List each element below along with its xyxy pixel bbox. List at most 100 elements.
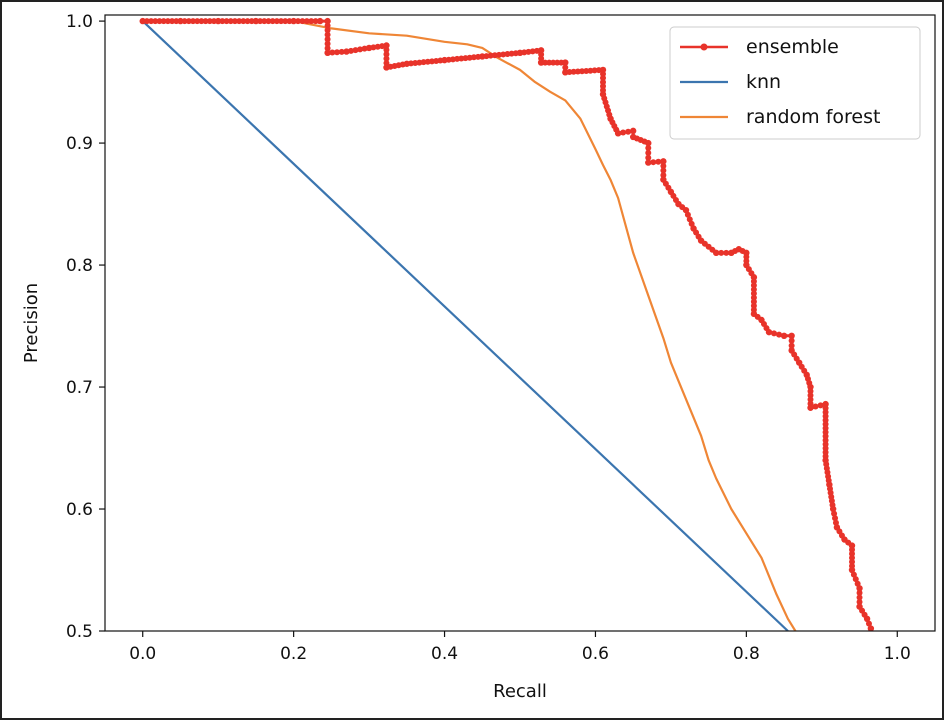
series-marker-ensemble: [645, 154, 652, 161]
series-marker-ensemble: [812, 403, 819, 410]
series-marker-ensemble: [776, 331, 783, 338]
series-marker-ensemble: [194, 18, 201, 25]
series-marker-ensemble: [334, 49, 341, 56]
series-marker-ensemble: [278, 18, 285, 25]
series-marker-ensemble: [645, 144, 652, 151]
x-axis-label: Recall: [493, 681, 547, 702]
series-marker-ensemble: [655, 158, 662, 165]
y-tick-label: 1.0: [66, 12, 93, 32]
series-marker-ensemble: [338, 48, 345, 55]
series-marker-ensemble: [856, 594, 863, 601]
series-marker-ensemble: [236, 18, 243, 25]
series-marker-ensemble: [660, 167, 667, 174]
series-marker-ensemble: [282, 18, 289, 25]
series-marker-ensemble: [850, 571, 857, 578]
series-point-ensemble: [252, 17, 260, 25]
series-point-ensemble: [807, 383, 814, 391]
series-marker-ensemble: [185, 18, 192, 25]
series-marker-ensemble: [160, 18, 167, 25]
series-point-ensemble: [660, 158, 667, 165]
series-marker-ensemble: [257, 18, 264, 25]
series-marker-ensemble: [324, 45, 331, 52]
series-marker-ensemble: [219, 18, 226, 25]
series-marker-ensemble: [324, 27, 331, 34]
series-point-ensemble: [316, 17, 324, 25]
series-marker-ensemble: [788, 342, 795, 349]
series-point-ensemble: [829, 505, 837, 513]
series-marker-ensemble: [686, 216, 693, 223]
series-marker-ensemble: [324, 31, 331, 38]
series-marker-ensemble: [660, 172, 667, 179]
series-marker-ensemble: [807, 392, 814, 399]
series-marker-ensemble: [562, 64, 569, 71]
series-point-ensemble: [139, 17, 146, 25]
series-random-forest: [142, 20, 797, 631]
series-marker-ensemble: [273, 18, 280, 25]
series-marker-ensemble: [202, 18, 209, 25]
x-tick-label: 0.0: [129, 644, 156, 664]
series-point-ensemble: [780, 332, 788, 340]
series-marker-ensemble: [156, 18, 163, 25]
series-line-knn: [141, 20, 789, 631]
legend: ensemble knn random forest: [669, 26, 921, 140]
legend-box: [669, 26, 921, 140]
series-point-ensemble: [214, 17, 222, 25]
series-marker-ensemble: [807, 388, 814, 395]
series-marker-ensemble: [227, 18, 234, 25]
series-marker-ensemble: [261, 18, 268, 25]
y-tick-label: 0.6: [66, 500, 93, 520]
series-marker-ensemble: [329, 49, 336, 56]
series-marker-ensemble: [206, 18, 213, 25]
series-marker-ensemble: [347, 47, 354, 54]
legend-item-ensemble: ensemble: [680, 36, 839, 58]
series-point-ensemble: [177, 17, 184, 25]
x-tick-label: 0.6: [582, 644, 609, 664]
series-marker-ensemble: [817, 402, 824, 409]
series-marker-ensemble: [143, 18, 150, 25]
series-point-ensemble: [645, 139, 652, 147]
series-marker-ensemble: [357, 46, 364, 53]
series-marker-ensemble: [312, 18, 319, 25]
series-marker-ensemble: [807, 396, 814, 403]
series-point-ensemble: [343, 48, 350, 55]
legend-item-random-forest: random forest: [680, 106, 880, 128]
series-point-ensemble: [856, 585, 863, 592]
x-tick-label: 0.4: [431, 644, 458, 664]
series-point-ensemble: [867, 625, 875, 631]
legend-item-knn: knn: [680, 71, 781, 93]
series-marker-ensemble: [383, 51, 390, 58]
axes-frame: [104, 14, 936, 632]
y-tick-label: 0.5: [66, 622, 93, 642]
series-marker-ensemble: [324, 22, 331, 29]
series-marker-ensemble: [645, 149, 652, 156]
series-marker-ensemble: [660, 162, 667, 169]
series-marker-ensemble: [169, 18, 176, 25]
series-marker-ensemble: [383, 60, 390, 67]
series-marker-ensemble: [684, 211, 691, 218]
series-point-ensemble: [863, 615, 871, 623]
series-marker-ensemble: [269, 18, 276, 25]
series-marker-ensemble: [198, 18, 205, 25]
series-marker-ensemble: [383, 46, 390, 53]
series-marker-ensemble: [190, 18, 197, 25]
series-point-ensemble: [807, 404, 814, 411]
series-point-ensemble: [324, 17, 331, 25]
series-marker-ensemble: [148, 18, 155, 25]
y-tick-label: 0.9: [66, 134, 93, 154]
series-marker-ensemble: [852, 576, 859, 583]
series-marker-ensemble: [625, 128, 632, 135]
series-marker-ensemble: [152, 18, 159, 25]
series-point-ensemble: [629, 127, 637, 135]
series-marker-ensemble: [223, 18, 230, 25]
y-axis-label: Precision: [21, 283, 42, 363]
series-point-ensemble: [562, 59, 569, 66]
series-ensemble: [139, 17, 875, 631]
series-point-ensemble: [765, 328, 773, 336]
series-marker-ensemble: [620, 129, 627, 136]
x-tick-label: 0.8: [733, 644, 760, 664]
series-marker-ensemble: [240, 18, 247, 25]
y-tick-label: 0.8: [66, 256, 93, 276]
series-point-ensemble: [324, 49, 331, 57]
series-marker-ensemble: [231, 18, 238, 25]
